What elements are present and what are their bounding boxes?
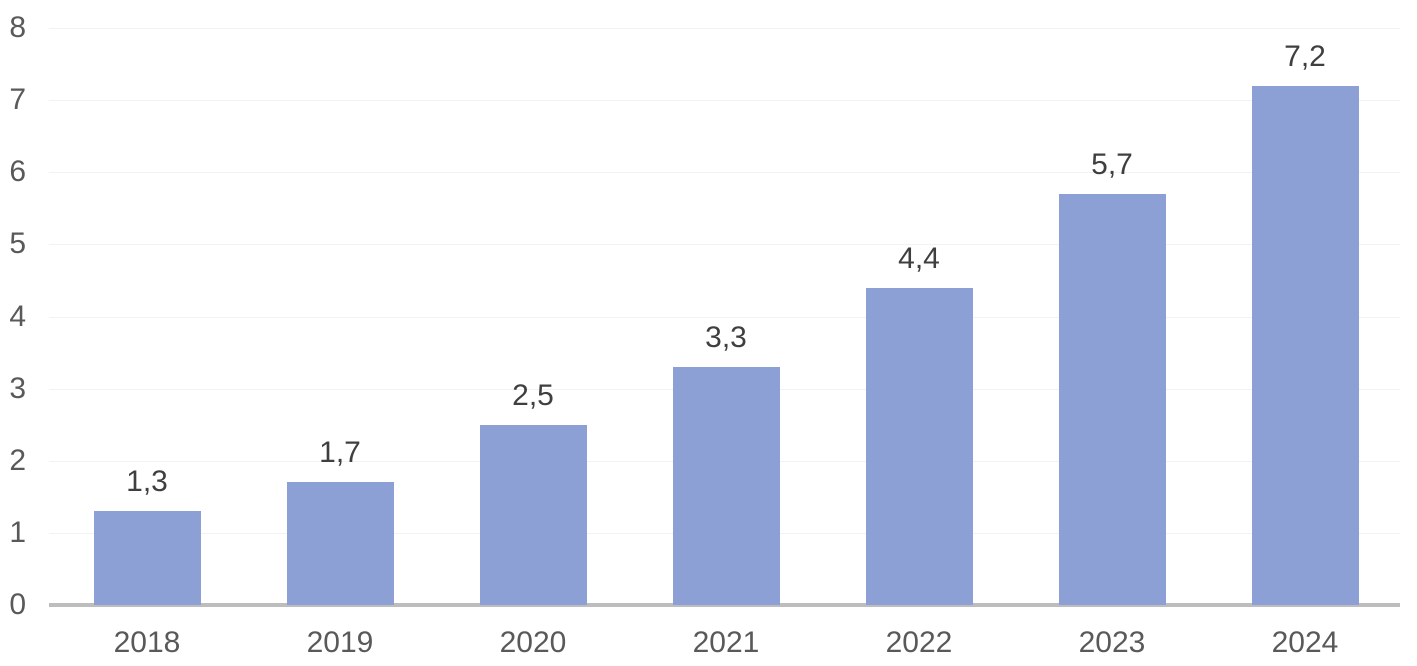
gridline xyxy=(49,316,1400,318)
y-tick-label: 0 xyxy=(9,588,26,621)
x-category-label: 2019 xyxy=(306,626,374,659)
gridline xyxy=(49,100,1400,102)
bar-value-label: 1,7 xyxy=(319,436,361,470)
gridline xyxy=(49,244,1400,246)
bar xyxy=(865,287,973,605)
x-axis-line xyxy=(49,603,1400,607)
bar-value-label: 2,5 xyxy=(512,378,554,412)
x-category-label: 2024 xyxy=(1271,626,1339,659)
bar xyxy=(479,424,587,605)
bar-value-label: 7,2 xyxy=(1284,39,1326,73)
bar xyxy=(672,366,780,605)
y-tick-label: 6 xyxy=(9,155,26,189)
bar-value-label: 1,3 xyxy=(126,465,168,499)
x-category-label: 2022 xyxy=(885,626,953,659)
bar xyxy=(1251,85,1359,605)
gridline xyxy=(49,172,1400,174)
bar xyxy=(286,482,394,605)
y-tick-label: 8 xyxy=(9,11,26,44)
x-category-label: 2023 xyxy=(1078,626,1146,659)
y-tick-label: 1 xyxy=(9,515,26,549)
x-category-label: 2020 xyxy=(499,626,567,659)
bar xyxy=(93,511,201,605)
x-category-label: 2021 xyxy=(692,626,760,659)
bar-value-label: 4,4 xyxy=(898,241,940,275)
y-tick-label: 5 xyxy=(9,227,26,261)
bar-value-label: 5,7 xyxy=(1091,147,1133,181)
y-tick-label: 2 xyxy=(9,443,26,477)
y-tick-label: 3 xyxy=(9,371,26,405)
bar xyxy=(1058,193,1166,605)
bar-value-label: 3,3 xyxy=(705,320,747,354)
y-tick-label: 7 xyxy=(9,83,26,117)
x-category-label: 2018 xyxy=(113,626,181,659)
gridline xyxy=(49,28,1400,29)
y-tick-label: 4 xyxy=(9,299,26,333)
